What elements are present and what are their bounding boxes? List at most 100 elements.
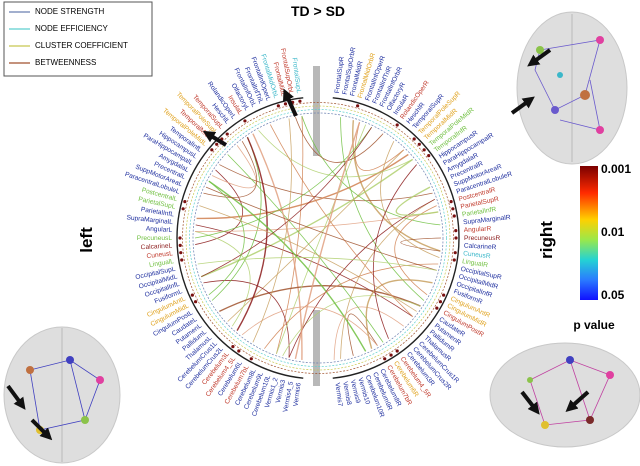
node-dot — [395, 349, 399, 353]
connection — [340, 117, 425, 301]
node-dot — [454, 229, 458, 233]
brain-bottom-right — [489, 342, 640, 448]
legend-label: BETWEENNESS — [35, 58, 96, 67]
node-dot — [243, 119, 247, 123]
node-dot — [452, 214, 456, 218]
node-dot — [422, 148, 426, 152]
node-dot — [435, 306, 439, 310]
region-label: LingualL — [149, 258, 175, 269]
node-dot — [276, 104, 280, 108]
connection — [241, 306, 378, 346]
node-dot — [417, 142, 421, 146]
region-label: CuneusR — [463, 250, 491, 260]
region-label: FrontalSupR — [334, 56, 346, 94]
arrow — [283, 88, 298, 117]
node-dot — [178, 236, 182, 240]
region-label: AngularL — [146, 226, 173, 234]
region-label: CalcarineR — [464, 243, 497, 252]
connection — [211, 145, 257, 189]
node-dot — [179, 251, 183, 255]
connection — [347, 313, 378, 356]
node-dot — [454, 236, 458, 240]
connection — [333, 306, 404, 360]
brain-top — [510, 11, 628, 165]
region-label: SupraMarginalL — [126, 214, 173, 226]
colorbar-tick: 0.05 — [601, 288, 625, 302]
legend-label: NODE EFFICIENCY — [35, 24, 109, 33]
region-labels: FrontalSupRFrontalSupOrbRFrontalMidRFron… — [124, 46, 513, 418]
node-dot — [389, 353, 393, 357]
node-dot — [215, 142, 219, 146]
connections — [194, 115, 442, 360]
connection — [208, 180, 245, 296]
node-dot — [438, 300, 443, 304]
ring — [176, 97, 460, 379]
connection — [196, 153, 409, 220]
node-dot — [298, 99, 302, 103]
region-label: Vermis8 — [341, 381, 352, 406]
legend-label: CLUSTER COEFFICIENT — [35, 41, 128, 50]
connection — [264, 263, 439, 349]
region-label: Vermis6 — [293, 382, 303, 407]
connection — [276, 116, 304, 354]
gap-bar — [313, 310, 320, 386]
connection — [380, 140, 440, 258]
node-dot — [180, 258, 184, 262]
node-dot — [190, 293, 194, 297]
connection — [258, 130, 413, 178]
region-label: CalcarineL — [141, 243, 173, 252]
region-label: Vermis7 — [333, 382, 343, 407]
connection — [294, 122, 361, 360]
colorbar-tick: 0.001 — [601, 162, 631, 176]
node-dot — [395, 123, 399, 127]
connection — [295, 116, 384, 163]
node-dot — [451, 207, 455, 211]
node-dot — [453, 251, 457, 255]
node-dot — [193, 300, 198, 304]
connection — [354, 122, 404, 171]
node-dot — [225, 132, 229, 136]
connection — [227, 154, 384, 343]
brain-bottom-left — [3, 326, 121, 464]
arrow — [202, 130, 228, 147]
side-label: left — [77, 227, 96, 253]
node-dot — [249, 357, 253, 361]
region-label: PrecuneusR — [464, 235, 501, 242]
legend: NODE STRENGTH NODE EFFICIENCY CLUSTER COEF… — [9, 7, 128, 67]
node-dot — [231, 345, 235, 349]
region-label: LingualR — [462, 258, 489, 269]
legend-label: NODE STRENGTH — [35, 7, 105, 16]
node-dot — [442, 293, 446, 297]
ring-circle — [192, 112, 444, 364]
connection — [203, 140, 258, 198]
ring-circle — [182, 102, 454, 374]
node-dot — [181, 207, 185, 211]
region-label: CuneusL — [146, 250, 173, 260]
node-dot — [383, 357, 387, 361]
connection — [203, 280, 290, 358]
colorbar-tick: 0.01 — [601, 225, 625, 239]
connection — [201, 127, 372, 278]
region-label: PrecuneusL — [137, 235, 173, 242]
connection — [301, 115, 441, 226]
node-dot — [412, 137, 416, 141]
node-dot — [356, 104, 360, 108]
connection — [195, 231, 251, 327]
connection — [211, 137, 262, 301]
connection — [269, 124, 413, 317]
connection — [219, 164, 433, 202]
node-dot — [210, 148, 214, 152]
node-dot — [237, 349, 241, 353]
node-dot — [449, 200, 453, 204]
connection — [219, 284, 421, 313]
node-dot — [178, 243, 182, 247]
title: TD > SD — [291, 3, 345, 19]
colorbar — [580, 166, 598, 300]
ring-circle — [185, 105, 451, 371]
node-dot — [183, 200, 187, 204]
connection — [395, 186, 439, 216]
node-dot — [427, 154, 431, 158]
ring-circle — [189, 109, 447, 367]
